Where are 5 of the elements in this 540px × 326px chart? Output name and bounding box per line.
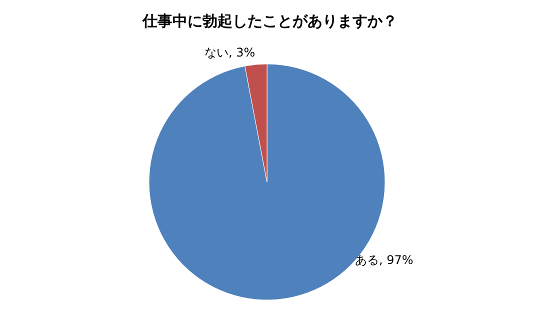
- slice-label: ある: [355, 253, 379, 267]
- slice-label: ない: [204, 46, 228, 60]
- data-label: , 3%: [228, 46, 256, 60]
- chart-title: 仕事中に勃起したことがありますか？: [142, 12, 398, 30]
- data-label: , 97%: [379, 253, 414, 267]
